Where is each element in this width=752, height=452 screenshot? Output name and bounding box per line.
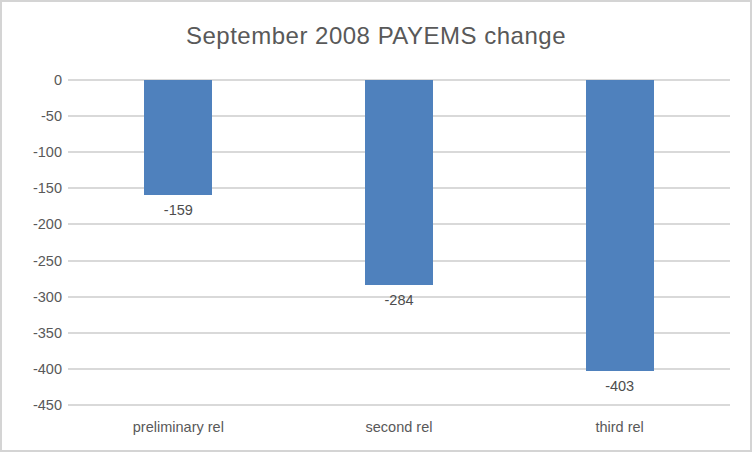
gridline-y--450 [68, 404, 730, 406]
y-axis-tick-label: -150 [10, 179, 62, 197]
plot-area [68, 80, 730, 405]
y-axis-tick-label: -50 [10, 107, 62, 125]
y-axis-tick-label: -100 [10, 143, 62, 161]
y-axis-tick-label: -450 [10, 396, 62, 414]
x-axis-tick-label: third rel [520, 419, 720, 435]
bar-data-label: -159 [133, 202, 223, 218]
bar-data-label: -403 [575, 378, 665, 394]
y-axis-tick-label: -350 [10, 324, 62, 342]
bar-data-label: -284 [354, 292, 444, 308]
bar-chart: September 2008 PAYEMS change 0 -50 -100 -15… [0, 0, 752, 452]
bar-second-rel [365, 80, 433, 285]
x-axis-tick-label: second rel [299, 419, 499, 435]
y-axis-tick-label: -250 [10, 252, 62, 270]
x-axis-tick-label: preliminary rel [78, 419, 278, 435]
chart-title: September 2008 PAYEMS change [2, 22, 750, 50]
y-axis-tick-label: 0 [10, 71, 62, 89]
bar-preliminary-rel [144, 80, 212, 195]
y-axis-tick-label: -200 [10, 215, 62, 233]
bar-third-rel [586, 80, 654, 371]
y-axis-tick-label: -400 [10, 360, 62, 378]
y-axis-tick-label: -300 [10, 288, 62, 306]
